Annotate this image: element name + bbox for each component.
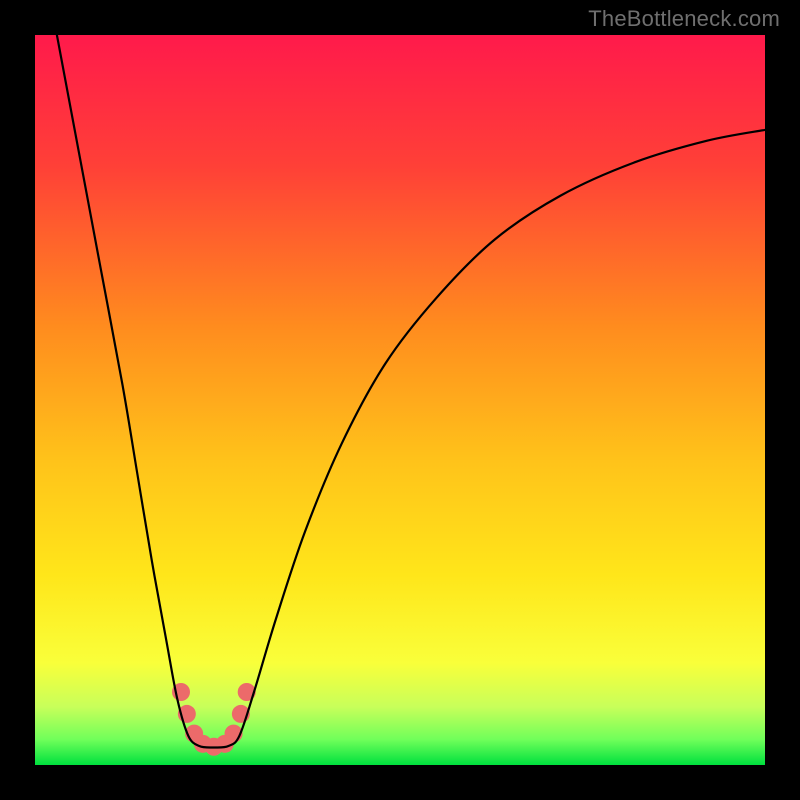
plot-area (35, 35, 765, 765)
gradient-background (35, 35, 765, 765)
chart-svg (35, 35, 765, 765)
watermark-text: TheBottleneck.com (588, 6, 780, 32)
chart-frame: TheBottleneck.com (0, 0, 800, 800)
